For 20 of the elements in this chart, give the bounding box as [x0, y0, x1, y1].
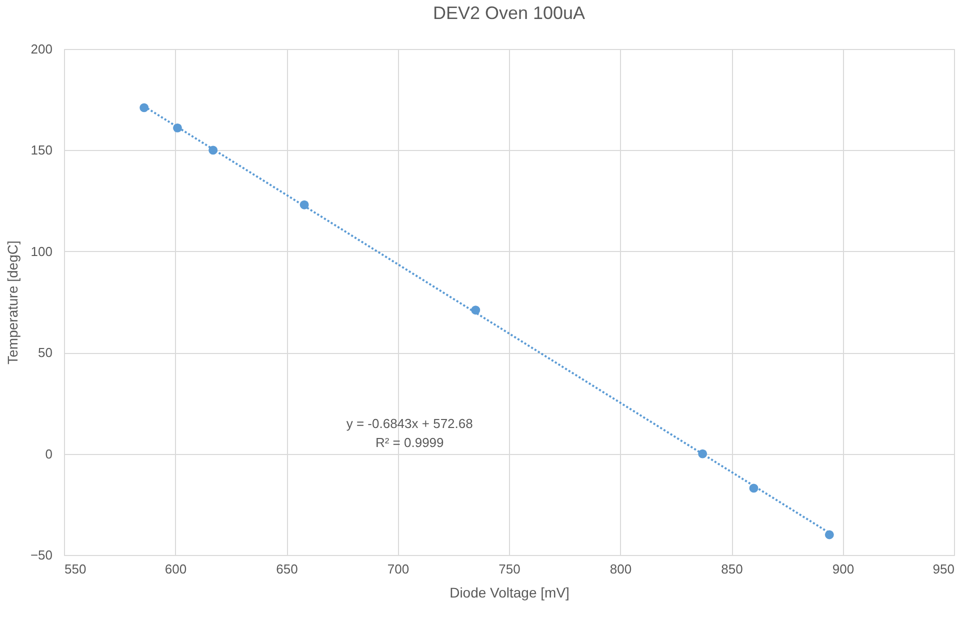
- x-tick-label: 650: [276, 562, 298, 576]
- y-tick-label: −50: [30, 548, 52, 562]
- x-tick-label: 550: [64, 562, 86, 576]
- x-tick-label: 850: [721, 562, 743, 576]
- y-tick-label: 100: [30, 244, 52, 259]
- x-tick-label: 800: [610, 562, 632, 576]
- x-tick-label: 900: [832, 562, 854, 576]
- annotation: y = -0.6843x + 572.68: [346, 416, 473, 432]
- annotation: R² = 0.9999: [375, 435, 444, 450]
- y-tick-label: 150: [30, 142, 52, 158]
- x-tick-label: 700: [387, 562, 410, 576]
- y-tick-label: 0: [45, 446, 52, 462]
- y-tick-label: 50: [38, 345, 52, 360]
- x-tick-label: 600: [164, 562, 187, 576]
- chart-title: DEV2 Oven 100uA: [432, 3, 586, 23]
- x-axis-title: Diode Voltage [mV]: [450, 584, 570, 600]
- y-tick-label: 200: [30, 42, 52, 56]
- x-tick-label: 950: [932, 562, 954, 576]
- y-axis-title: Temperature [degC]: [4, 240, 20, 364]
- x-tick-label: 750: [498, 562, 520, 576]
